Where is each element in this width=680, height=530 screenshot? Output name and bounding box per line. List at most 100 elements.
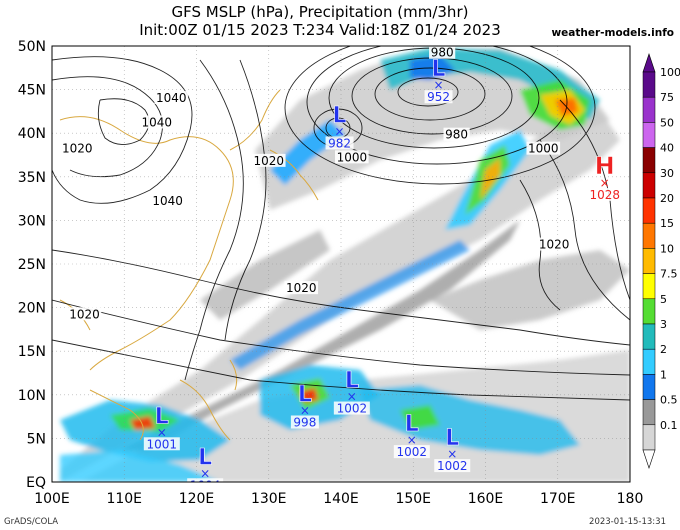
center-x-mark: × bbox=[447, 447, 457, 461]
low-pressure-center: L×1001 bbox=[143, 404, 180, 451]
isobar-labels: 980 980 1000 1000 1020 1020 1020 1020 1020 1040 10… bbox=[60, 46, 571, 321]
isobar-label: 1040 bbox=[156, 91, 187, 105]
colorbar-swatch bbox=[642, 96, 656, 123]
center-x-mark: × bbox=[600, 176, 610, 190]
lon-label: 160E bbox=[468, 491, 504, 507]
isobar-label: 1020 bbox=[286, 281, 317, 295]
lat-label: 35N bbox=[18, 170, 46, 186]
isobar-label-bg bbox=[537, 237, 571, 251]
colorbar-swatch bbox=[642, 348, 656, 375]
lat-label: 40N bbox=[18, 126, 46, 142]
software-credit: GrADS/COLA bbox=[4, 517, 59, 527]
center-letter: L bbox=[198, 445, 212, 470]
center-value: 1002 bbox=[397, 445, 428, 459]
low-pressure-center: L×1004 bbox=[187, 445, 224, 492]
low-pressure-center: L×998 bbox=[290, 382, 319, 429]
colorbar-label: 0.1 bbox=[660, 419, 678, 432]
colorbar-swatch bbox=[642, 122, 656, 148]
colorbar-swatch bbox=[642, 248, 656, 274]
colorbar-swatch bbox=[642, 399, 656, 426]
center-value-bg bbox=[586, 187, 623, 201]
isobar-label: 980 bbox=[431, 46, 454, 60]
lat-label: 15N bbox=[18, 344, 46, 360]
center-value-bg bbox=[143, 437, 180, 451]
isobar-label-bg bbox=[284, 281, 319, 295]
colorbar-label: 15 bbox=[660, 217, 674, 230]
colorbar-label: 20 bbox=[660, 192, 674, 205]
isobar-label-bg bbox=[443, 127, 470, 141]
low-pressure-center: L×1002 bbox=[333, 368, 370, 416]
pressure-centers: H×1028L×952L×982L×1001L×1004L×998L×1002L… bbox=[143, 57, 623, 492]
center-value-bg bbox=[424, 90, 453, 104]
lat-label: 25N bbox=[18, 257, 46, 273]
lon-label: 170E bbox=[540, 491, 576, 507]
lat-label: EQ bbox=[26, 475, 46, 491]
colorbar-label: 3 bbox=[660, 318, 667, 331]
lon-label: 150E bbox=[395, 491, 431, 507]
center-value-bg bbox=[333, 401, 370, 415]
center-letter: L bbox=[445, 426, 459, 451]
colorbar-label: 75 bbox=[660, 91, 674, 104]
center-letter: H bbox=[595, 152, 615, 180]
lon-label: 110E bbox=[106, 491, 142, 507]
longitude-labels: 100E 110E 120E 130E 140E 150E 160E 170E 180 bbox=[34, 491, 643, 507]
center-value: 1004 bbox=[190, 478, 221, 492]
lat-label: 10N bbox=[18, 388, 46, 404]
lon-label: 180 bbox=[617, 491, 644, 507]
isobars bbox=[52, 46, 630, 401]
colorbar-label: 2 bbox=[660, 343, 667, 356]
isobar-label-bg bbox=[251, 153, 286, 167]
center-letter: L bbox=[333, 103, 347, 128]
center-value: 952 bbox=[427, 90, 450, 104]
low-pressure-center: L×1002 bbox=[434, 426, 471, 473]
center-value: 982 bbox=[328, 136, 351, 150]
isobar-label: 1040 bbox=[141, 115, 172, 129]
colorbar-label: 100 bbox=[660, 66, 680, 79]
isobar-label-bg bbox=[67, 307, 102, 321]
colorbar-swatch bbox=[642, 197, 656, 224]
lon-label: 130E bbox=[251, 491, 287, 507]
colorbar-swatch bbox=[642, 71, 656, 98]
colorbar-swatch bbox=[642, 222, 656, 249]
center-value-bg bbox=[434, 459, 471, 473]
low-pressure-center: L×952 bbox=[424, 57, 453, 104]
center-x-mark: × bbox=[407, 433, 417, 447]
center-value-bg bbox=[393, 445, 430, 459]
colorbar-swatch bbox=[642, 273, 656, 300]
colorbar-swatch bbox=[642, 424, 656, 451]
lon-label: 140E bbox=[323, 491, 359, 507]
isobar-label-bg bbox=[139, 115, 174, 129]
colorbar-label: 1 bbox=[660, 368, 667, 381]
colorbar-cap-bottom bbox=[642, 449, 656, 469]
high-pressure-center: H×1028 bbox=[586, 152, 623, 202]
lon-label: 120E bbox=[179, 491, 215, 507]
colorbar-label: 50 bbox=[660, 116, 674, 129]
isobar-label: 1000 bbox=[337, 150, 368, 164]
isobar-label: 980 bbox=[445, 128, 468, 142]
isobar-label-bg bbox=[154, 91, 189, 105]
colorbar-label: 5 bbox=[660, 293, 667, 306]
isobar-label: 1020 bbox=[62, 142, 93, 156]
colorbar-swatch bbox=[642, 172, 656, 199]
center-letter: L bbox=[405, 412, 419, 437]
site-credit: weather-models.info bbox=[551, 27, 674, 39]
colorbar-label: 7.5 bbox=[660, 268, 678, 281]
colorbar-label: 30 bbox=[660, 167, 674, 180]
center-letter: L bbox=[298, 382, 312, 407]
center-value-bg bbox=[290, 415, 319, 429]
lat-label: 45N bbox=[18, 83, 46, 99]
center-value: 1002 bbox=[437, 459, 468, 473]
isobar-label-bg bbox=[429, 46, 456, 59]
lat-label: 20N bbox=[18, 301, 46, 317]
colorbar-cap-top bbox=[642, 53, 656, 73]
colorbar-swatch bbox=[642, 298, 656, 325]
center-value: 1002 bbox=[337, 402, 368, 416]
center-letter: L bbox=[345, 369, 359, 394]
low-pressure-center: L×1002 bbox=[393, 412, 430, 459]
lat-label: 5N bbox=[27, 431, 46, 447]
center-x-mark: × bbox=[300, 403, 310, 417]
center-value: 1028 bbox=[589, 188, 620, 202]
isobar-label-bg bbox=[150, 193, 185, 207]
center-letter: L bbox=[432, 57, 446, 82]
